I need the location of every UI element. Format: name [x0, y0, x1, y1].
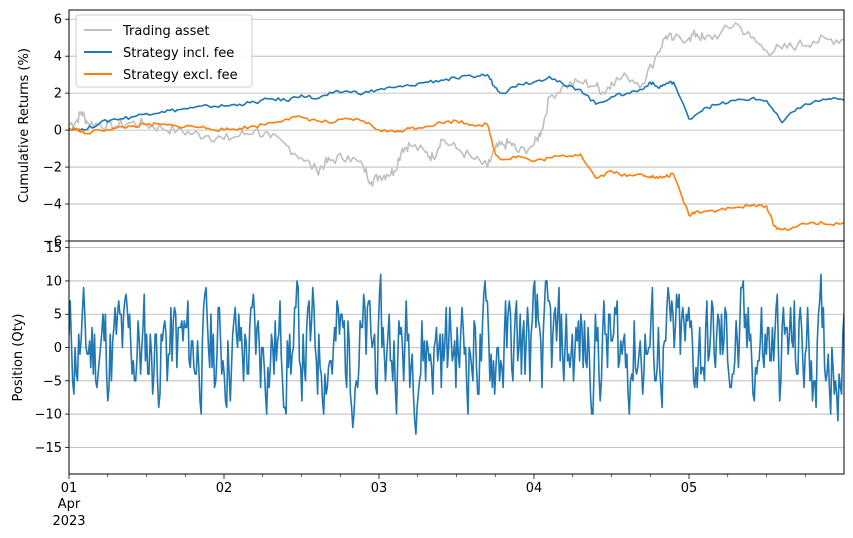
x-sublabel-month: Apr — [58, 497, 81, 512]
y-tick-label: 15 — [45, 241, 62, 256]
x-tick-label: 01 — [61, 481, 78, 496]
y-tick-label: 6 — [54, 13, 62, 28]
legend-label: Strategy incl. fee — [123, 46, 234, 61]
series-line-position — [69, 273, 844, 435]
x-tick-label: 04 — [526, 481, 543, 496]
y-axis-label: Position (Qty) — [11, 314, 26, 402]
series-line-trading-asset — [69, 22, 844, 188]
legend-label: Strategy excl. fee — [123, 68, 238, 83]
y-tick-label: 0 — [54, 341, 62, 356]
series-line-strategy-excl-fee — [69, 115, 844, 231]
series-line-strategy-incl-fee — [69, 73, 844, 132]
y-tick-label: 5 — [54, 308, 62, 323]
cumulative-returns-panel: 6 4 2 0 −2 −4 −6 Cumulative Returns (%) Trading … — [17, 9, 845, 250]
x-sublabel-year: 2023 — [52, 514, 85, 529]
y-tick-label: 0 — [54, 124, 62, 139]
position-panel: 15 10 5 0 −5 −10 −15 Position (Qty) 01 02 03 04 05 Ap… — [11, 240, 845, 529]
y-tick-label: −6 — [43, 235, 62, 250]
y-axis-label: Cumulative Returns (%) — [17, 48, 32, 203]
x-tick-label: 05 — [681, 481, 698, 496]
legend-label: Trading asset — [122, 24, 209, 39]
y-tick-label: −5 — [43, 374, 62, 389]
y-tick-label: −4 — [43, 198, 62, 213]
plot-area — [69, 22, 844, 231]
y-tick-label: 10 — [45, 274, 62, 289]
y-tick-label: −10 — [35, 408, 62, 423]
y-tick-label: 2 — [54, 87, 62, 102]
legend-box — [75, 14, 253, 88]
plot-area — [69, 273, 844, 435]
y-tick-label: −2 — [43, 161, 62, 176]
legend: Trading asset Strategy incl. fee Strategy … — [75, 14, 253, 88]
x-tick-label: 02 — [216, 481, 233, 496]
y-tick-label: 4 — [54, 50, 62, 65]
y-tick-label: −15 — [35, 441, 62, 456]
x-tick-label: 03 — [371, 481, 388, 496]
